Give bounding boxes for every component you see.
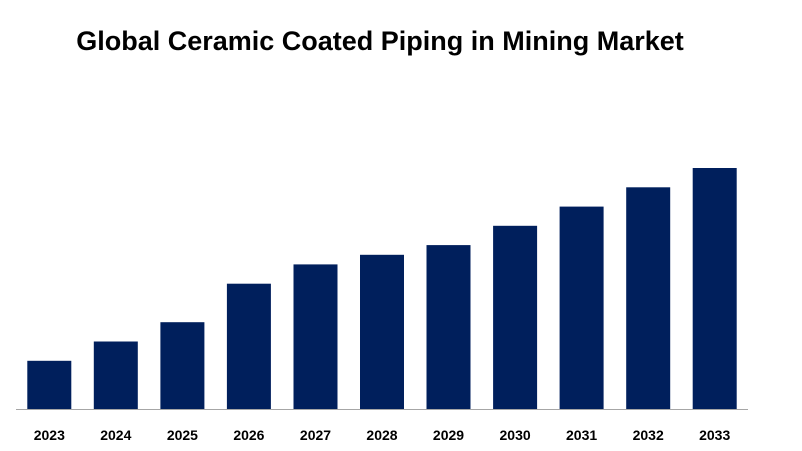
bar-2030 (493, 225, 538, 409)
bars-group (27, 168, 737, 409)
tick-label-2024: 2024 (100, 427, 131, 443)
tick-label-2028: 2028 (366, 427, 397, 443)
bar-2025 (160, 322, 205, 409)
tick-label-2032: 2032 (633, 427, 664, 443)
tick-label-2026: 2026 (233, 427, 264, 443)
tick-label-2023: 2023 (34, 427, 65, 443)
bar-2028 (360, 254, 404, 409)
tick-label-2030: 2030 (500, 427, 531, 443)
bar-2027 (293, 264, 338, 409)
tick-label-2025: 2025 (167, 427, 198, 443)
tick-label-2029: 2029 (433, 427, 464, 443)
bar-2023 (27, 360, 72, 409)
bar-2033 (692, 168, 737, 409)
bar-2029 (426, 245, 471, 409)
bar-2024 (93, 341, 138, 409)
tick-label-2033: 2033 (699, 427, 730, 443)
bar-2032 (626, 187, 671, 409)
tick-label-2027: 2027 (300, 427, 331, 443)
bar-2031 (559, 206, 604, 409)
tick-label-2031: 2031 (566, 427, 597, 443)
tick-labels-group: 2023 2024 2025 2026 2027 2028 2029 2030 2031 2032… (34, 427, 731, 443)
chart-title: Global Ceramic Coated Piping in Mining M… (76, 26, 684, 56)
bar-2026 (226, 283, 271, 409)
